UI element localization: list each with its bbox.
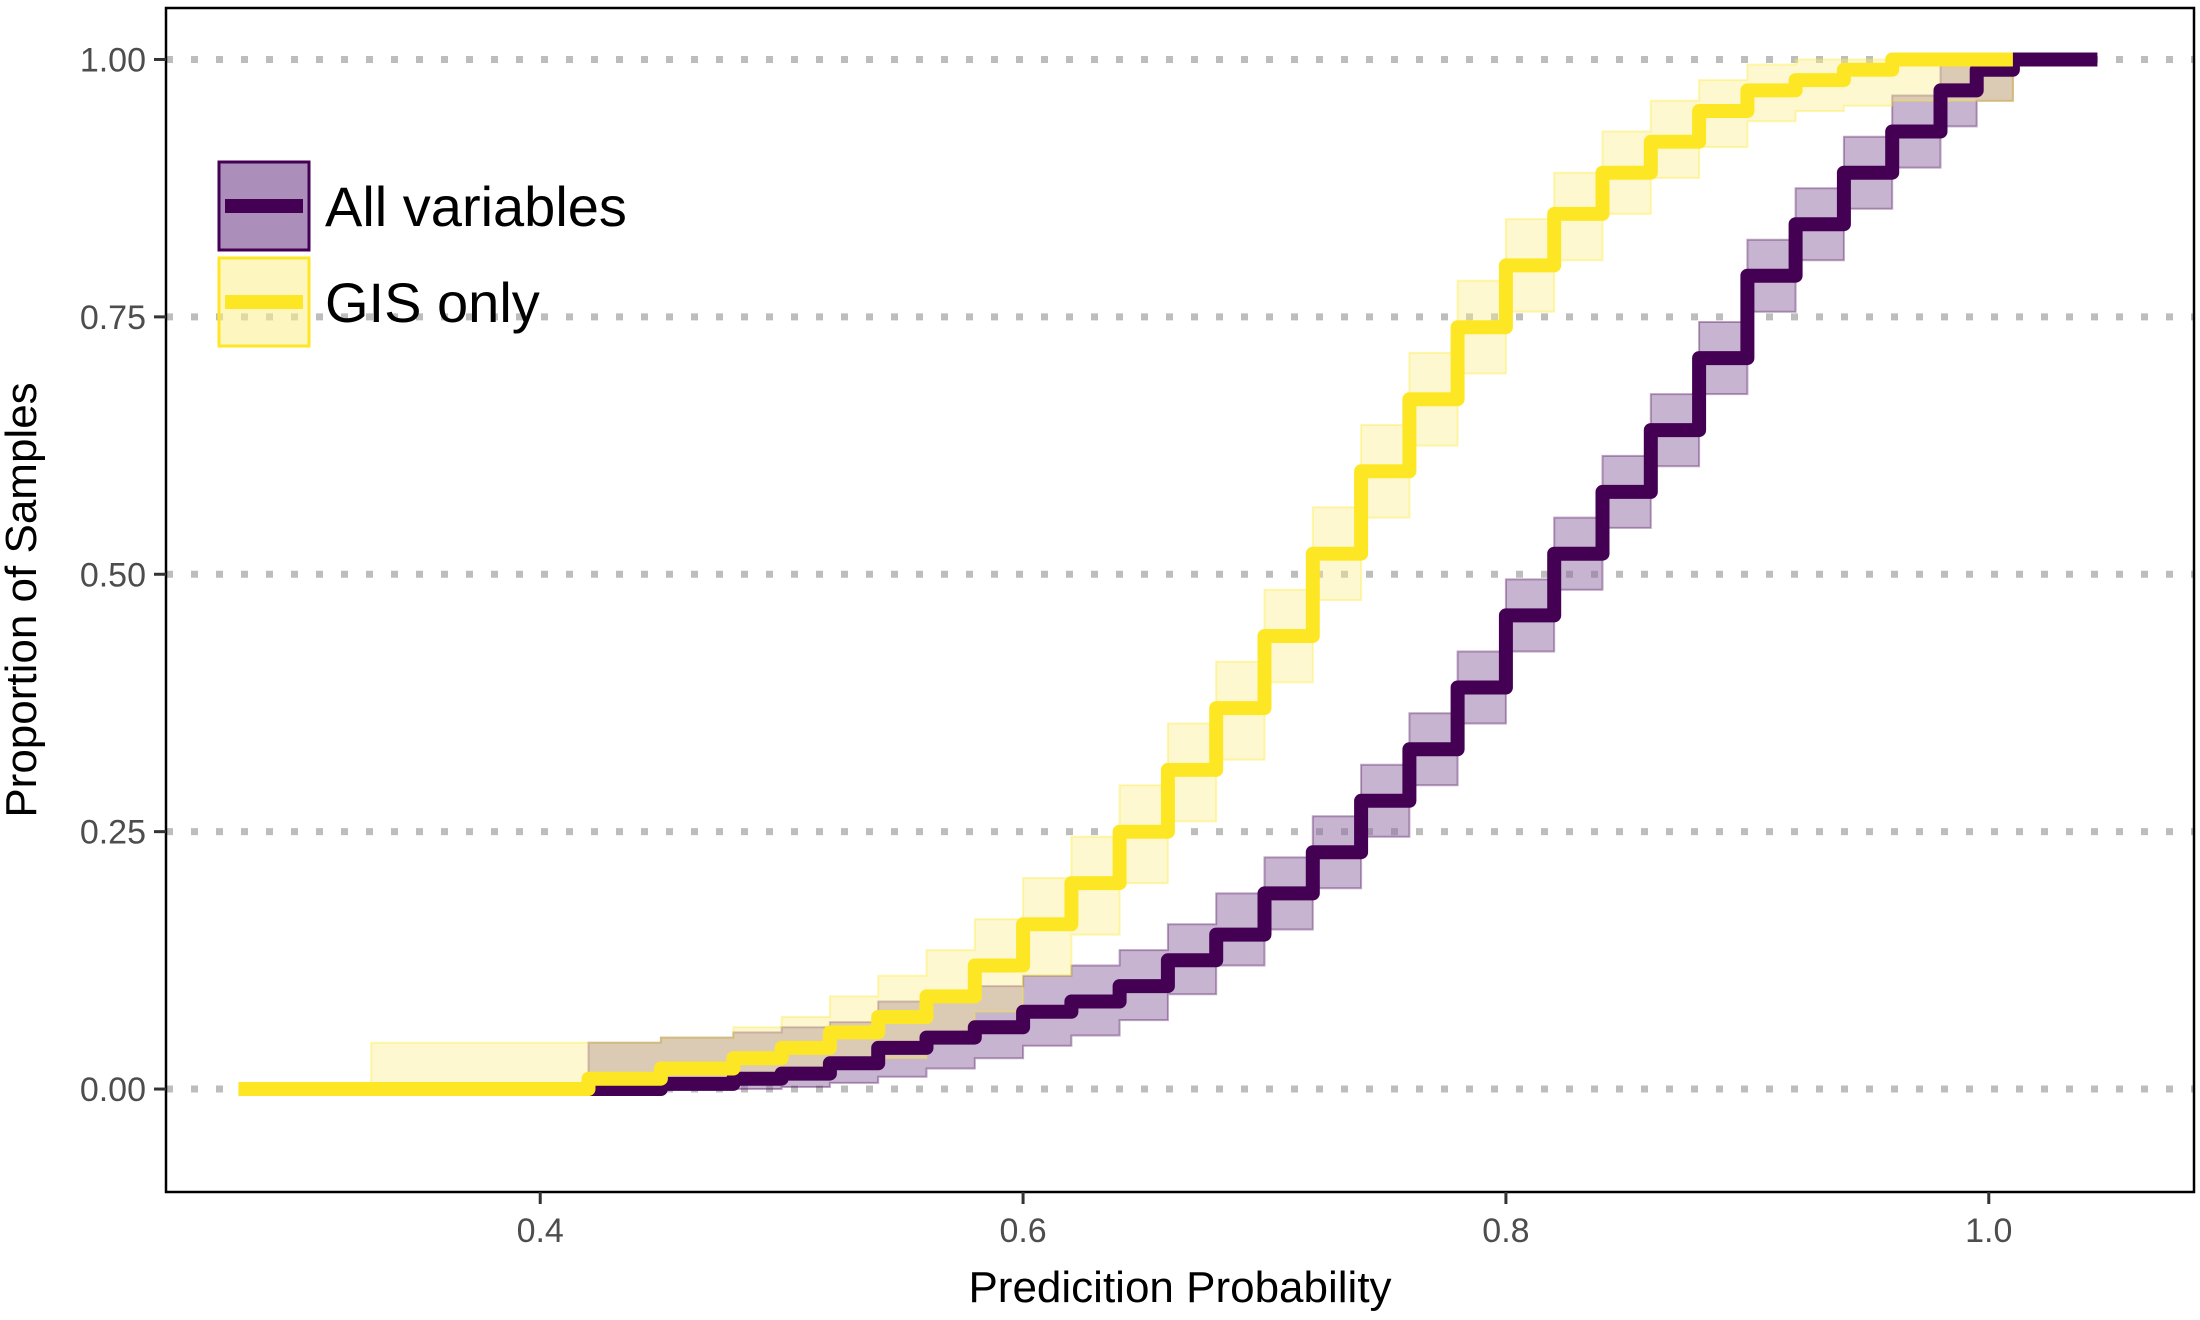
legend-label-1: GIS only	[325, 271, 540, 334]
series-line-1	[238, 52, 2013, 1096]
y-tick-label-2: 0.50	[80, 556, 146, 594]
x-axis-ticks: 0.4 0.6 0.8 1.0	[517, 1192, 2012, 1250]
legend-label-0: All variables	[325, 175, 627, 238]
x-tick-label-0: 0.4	[517, 1212, 564, 1250]
x-tick-label-2: 0.8	[1482, 1212, 1529, 1250]
y-tick-label-0: 0.00	[80, 1071, 146, 1109]
y-axis-ticks: 0.00 0.25 0.50 0.75 1.00	[80, 41, 166, 1109]
y-tick-label-4: 1.00	[80, 41, 146, 79]
y-axis-title: Proportion of Samples	[0, 382, 46, 817]
legend: All variables GIS only	[217, 160, 627, 348]
plot-panel-border	[164, 6, 2196, 1194]
series-line-0	[467, 52, 2098, 1096]
x-tick-label-3: 1.0	[1965, 1212, 2012, 1250]
series-lines	[238, 52, 2098, 1096]
y-tick-label-3: 0.75	[80, 299, 146, 337]
y-tick-label-1: 0.25	[80, 814, 146, 852]
x-axis-title: Predicition Probability	[968, 1263, 1391, 1312]
x-tick-label-1: 0.6	[999, 1212, 1046, 1250]
